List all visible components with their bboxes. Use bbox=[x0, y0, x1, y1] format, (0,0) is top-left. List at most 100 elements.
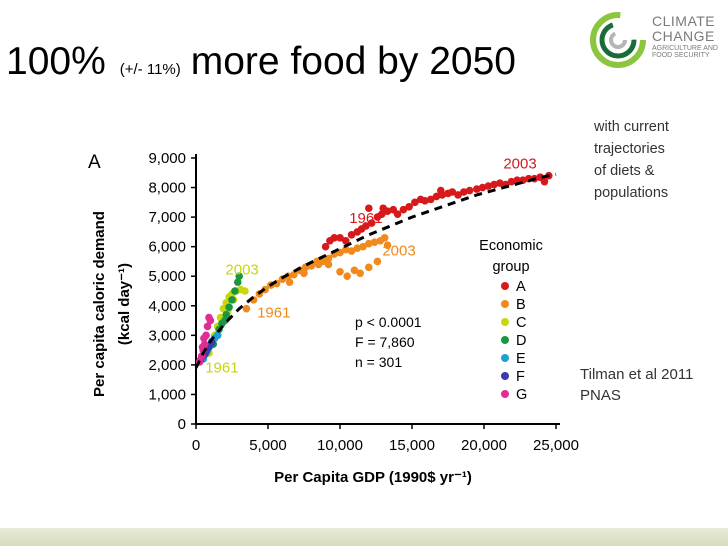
citation-line: PNAS bbox=[580, 387, 621, 404]
x-tick-label: 15,000 bbox=[389, 437, 435, 454]
data-point-a bbox=[393, 210, 402, 218]
data-point-a bbox=[365, 204, 373, 213]
slide-title: 100% (+/- 11%) more food by 2050 bbox=[6, 42, 516, 81]
x-tick-label: 5,000 bbox=[249, 437, 287, 454]
data-point-b bbox=[365, 263, 373, 272]
data-point-a bbox=[540, 177, 549, 186]
legend-label-d: D bbox=[516, 333, 526, 349]
data-point-b bbox=[383, 241, 392, 249]
data-point-a bbox=[448, 188, 457, 196]
legend-marker-f bbox=[501, 372, 509, 380]
data-point-c bbox=[241, 287, 249, 295]
title-main: 100% bbox=[6, 40, 106, 83]
legend-label-a: A bbox=[516, 279, 526, 295]
data-point-b bbox=[359, 242, 367, 251]
title-note: (+/- 11%) bbox=[119, 61, 181, 78]
stat-n: n = 301 bbox=[355, 354, 402, 370]
stat-f: F = 7,860 bbox=[355, 334, 415, 350]
year-label-start: 1961 bbox=[205, 359, 238, 376]
y-tick-label: 6,000 bbox=[148, 239, 186, 256]
y-tick-label: 3,000 bbox=[148, 327, 186, 344]
data-point-b bbox=[300, 269, 308, 278]
y-axis-label-line2: (kcal day⁻¹) bbox=[116, 263, 133, 345]
citation-line: Tilman et al 2011 bbox=[580, 366, 694, 383]
data-point-d bbox=[235, 272, 243, 281]
data-point-b bbox=[353, 244, 362, 252]
data-point-a bbox=[321, 242, 330, 251]
title-rest: more food by 2050 bbox=[190, 40, 516, 83]
data-point-b bbox=[347, 247, 356, 255]
year-label-end: 2003 bbox=[382, 243, 415, 260]
data-point-a bbox=[490, 180, 498, 189]
data-point-a bbox=[473, 185, 481, 193]
data-point-g bbox=[203, 322, 212, 331]
data-point-d bbox=[233, 278, 242, 286]
data-points bbox=[195, 171, 553, 366]
data-point-b bbox=[373, 257, 382, 266]
legend-marker-e bbox=[501, 354, 509, 362]
data-point-a bbox=[362, 222, 370, 230]
x-axis-label: Per Capita GDP (1990$ yr⁻¹) bbox=[274, 469, 472, 486]
legend-label-g: G bbox=[516, 387, 527, 403]
data-point-a bbox=[460, 188, 468, 196]
logo-line2: CHANGE bbox=[652, 28, 715, 44]
data-point-g bbox=[200, 334, 208, 343]
data-point-a bbox=[454, 191, 462, 199]
panel-label: A bbox=[88, 152, 101, 173]
y-tick-label: 2,000 bbox=[148, 357, 186, 374]
data-point-a bbox=[437, 186, 445, 195]
y-tick-label: 4,000 bbox=[148, 298, 186, 315]
data-point-b bbox=[365, 239, 373, 248]
legend-marker-c bbox=[501, 318, 509, 326]
y-axis-label-line1: Per capita caloric demand bbox=[91, 211, 108, 397]
data-point-a bbox=[336, 234, 344, 242]
data-point-e bbox=[213, 331, 222, 340]
data-point-d bbox=[231, 287, 239, 295]
stats-box: p < 0.0001 F = 7,860 n = 301 bbox=[355, 314, 422, 370]
y-tick-label: 7,000 bbox=[148, 209, 186, 226]
year-label-start: 1961 bbox=[349, 210, 382, 227]
data-point-a bbox=[367, 219, 376, 227]
logo-line3a: AGRICULTURE AND bbox=[652, 45, 718, 52]
data-point-d bbox=[222, 310, 231, 319]
logo-text: CLIMATE CHANGE AGRICULTURE AND FOOD SECU… bbox=[652, 14, 718, 59]
data-point-b bbox=[343, 272, 352, 281]
data-point-b bbox=[380, 234, 389, 242]
y-tick-label: 9,000 bbox=[148, 150, 186, 167]
data-point-a bbox=[484, 182, 493, 190]
year-label-end: 2003 bbox=[225, 262, 258, 279]
year-label-end: 2003 bbox=[503, 155, 536, 172]
logo-line1: CLIMATE bbox=[652, 13, 716, 29]
x-tick-label: 20,000 bbox=[461, 437, 507, 454]
data-point-d bbox=[228, 296, 236, 304]
x-tick-label: 25,000 bbox=[533, 437, 579, 454]
side-note-line: populations bbox=[594, 185, 669, 201]
data-point-a bbox=[347, 231, 356, 239]
fit-curve bbox=[194, 172, 557, 369]
data-point-a bbox=[478, 183, 487, 192]
data-point-d bbox=[221, 316, 229, 325]
year-label-start: 1961 bbox=[257, 305, 290, 322]
y-tick-label: 1,000 bbox=[148, 386, 186, 403]
y-tick-label: 5,000 bbox=[148, 268, 186, 285]
side-note: with current trajectories of diets & pop… bbox=[594, 116, 724, 204]
data-point-a bbox=[341, 236, 350, 245]
y-tick-label: 0 bbox=[178, 416, 186, 433]
data-point-a bbox=[432, 192, 441, 201]
legend-marker-b bbox=[501, 300, 509, 308]
legend-label-e: E bbox=[516, 351, 526, 367]
data-point-b bbox=[285, 278, 294, 286]
data-point-b bbox=[370, 238, 379, 247]
logo-line3b: FOOD SECURITY bbox=[652, 52, 710, 59]
data-point-a bbox=[426, 195, 435, 204]
legend-marker-g bbox=[501, 390, 509, 398]
data-point-a bbox=[399, 205, 408, 214]
legend-marker-a bbox=[501, 282, 509, 290]
data-point-g bbox=[206, 316, 215, 325]
data-point-b bbox=[314, 260, 323, 269]
data-point-a bbox=[496, 179, 504, 187]
side-note-line: with current bbox=[594, 119, 669, 135]
stat-p: p < 0.0001 bbox=[355, 314, 422, 330]
side-note-line: of diets & bbox=[594, 163, 655, 179]
x-tick-label: 10,000 bbox=[317, 437, 363, 454]
